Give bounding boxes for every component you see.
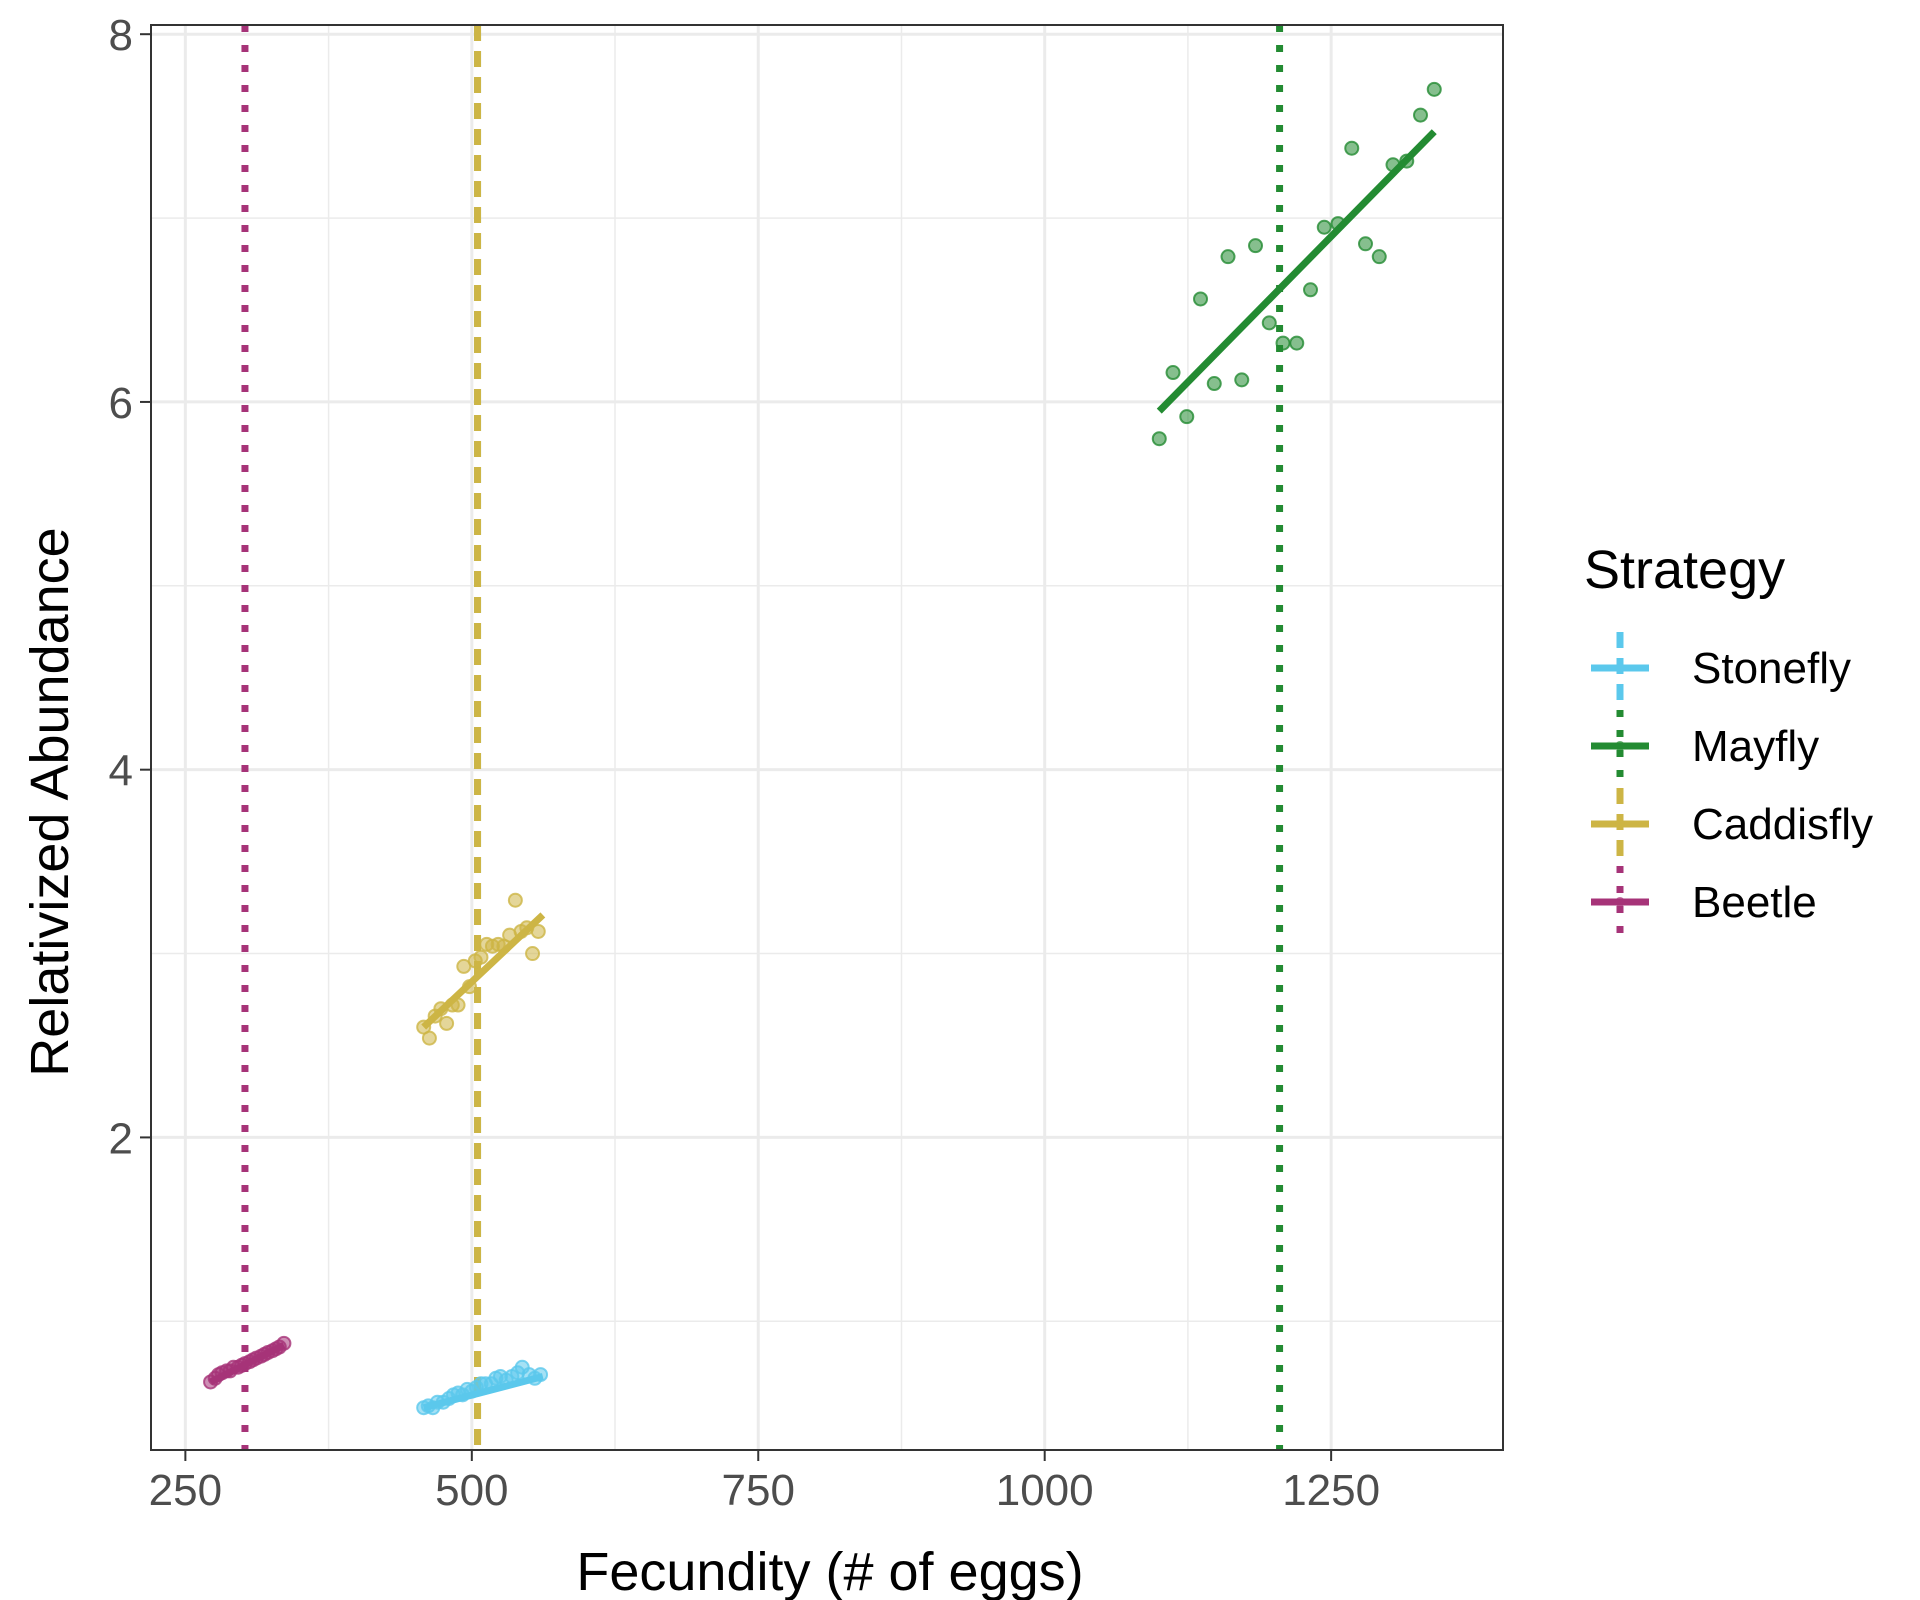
legend-item-mayfly: Mayfly bbox=[1591, 710, 1819, 782]
point-mayfly bbox=[1426, 81, 1442, 97]
y-tick-label: 8 bbox=[109, 11, 133, 60]
y-axis-title: Relativized Abundance bbox=[20, 527, 80, 1076]
y-tick-label: 6 bbox=[109, 379, 133, 428]
legend: Strategy Stonefly Mayfly Caddisfly Beetle bbox=[1584, 540, 1873, 938]
point-mayfly bbox=[1248, 238, 1264, 254]
legend-key-point bbox=[1615, 663, 1625, 673]
point-mayfly bbox=[1344, 140, 1360, 156]
point-caddisfly bbox=[421, 1030, 437, 1046]
point-caddisfly bbox=[439, 1015, 455, 1031]
reference-lines bbox=[241, 25, 1284, 1450]
x-tick-label: 500 bbox=[435, 1466, 508, 1515]
point-mayfly bbox=[1371, 249, 1387, 265]
point-mayfly bbox=[1275, 335, 1291, 351]
x-axis: 250 500 750 1000 1250 bbox=[149, 1450, 1380, 1515]
point-mayfly bbox=[1151, 431, 1167, 447]
legend-item-stonefly: Stonefly bbox=[1591, 632, 1851, 704]
legend-key-point bbox=[1615, 897, 1625, 907]
point-mayfly bbox=[1165, 365, 1181, 381]
fit-line-stonefly bbox=[422, 1373, 544, 1412]
y-tick-label: 2 bbox=[109, 1114, 133, 1163]
point-mayfly bbox=[1234, 372, 1250, 388]
point-mayfly bbox=[1303, 282, 1319, 298]
legend-label: Beetle bbox=[1692, 878, 1817, 927]
point-mayfly bbox=[1220, 249, 1236, 265]
point-caddisfly bbox=[530, 923, 546, 939]
y-tick-label: 4 bbox=[109, 747, 133, 796]
legend-key-point bbox=[1615, 819, 1625, 829]
point-mayfly bbox=[1179, 409, 1195, 425]
legend-items: Stonefly Mayfly Caddisfly Beetle bbox=[1591, 632, 1873, 938]
panel-border bbox=[150, 24, 1504, 1451]
x-tick-label: 750 bbox=[722, 1466, 795, 1515]
major-gridlines bbox=[151, 25, 1503, 1450]
legend-label: Caddisfly bbox=[1692, 800, 1873, 849]
point-mayfly bbox=[1316, 219, 1332, 235]
legend-key-point bbox=[1615, 741, 1625, 751]
plot-area bbox=[150, 24, 1504, 1451]
point-mayfly bbox=[1261, 315, 1277, 331]
point-mayfly bbox=[1413, 107, 1429, 123]
point-mayfly bbox=[1206, 376, 1222, 392]
fit-line-caddisfly bbox=[421, 912, 546, 1030]
legend-label: Mayfly bbox=[1692, 722, 1819, 771]
point-caddisfly bbox=[473, 949, 489, 965]
point-mayfly bbox=[1358, 236, 1374, 252]
fit-line-beetle bbox=[209, 1342, 286, 1386]
fit-line-mayfly bbox=[1156, 129, 1437, 414]
legend-item-caddisfly: Caddisfly bbox=[1591, 788, 1873, 860]
point-caddisfly bbox=[507, 892, 523, 908]
x-tick-label: 1000 bbox=[996, 1466, 1094, 1515]
x-tick-label: 1250 bbox=[1282, 1466, 1380, 1515]
fit-lines bbox=[209, 129, 1437, 1412]
x-tick-label: 250 bbox=[149, 1466, 222, 1515]
y-axis: 2 4 6 8 bbox=[109, 11, 151, 1163]
point-mayfly bbox=[1289, 335, 1305, 351]
legend-label: Stonefly bbox=[1692, 644, 1851, 693]
legend-title: Strategy bbox=[1584, 540, 1785, 600]
legend-item-beetle: Beetle bbox=[1591, 866, 1817, 938]
minor-gridlines bbox=[151, 25, 1503, 1450]
point-mayfly bbox=[1193, 291, 1209, 307]
x-axis-title: Fecundity (# of eggs) bbox=[576, 1542, 1083, 1600]
point-caddisfly bbox=[525, 946, 541, 962]
